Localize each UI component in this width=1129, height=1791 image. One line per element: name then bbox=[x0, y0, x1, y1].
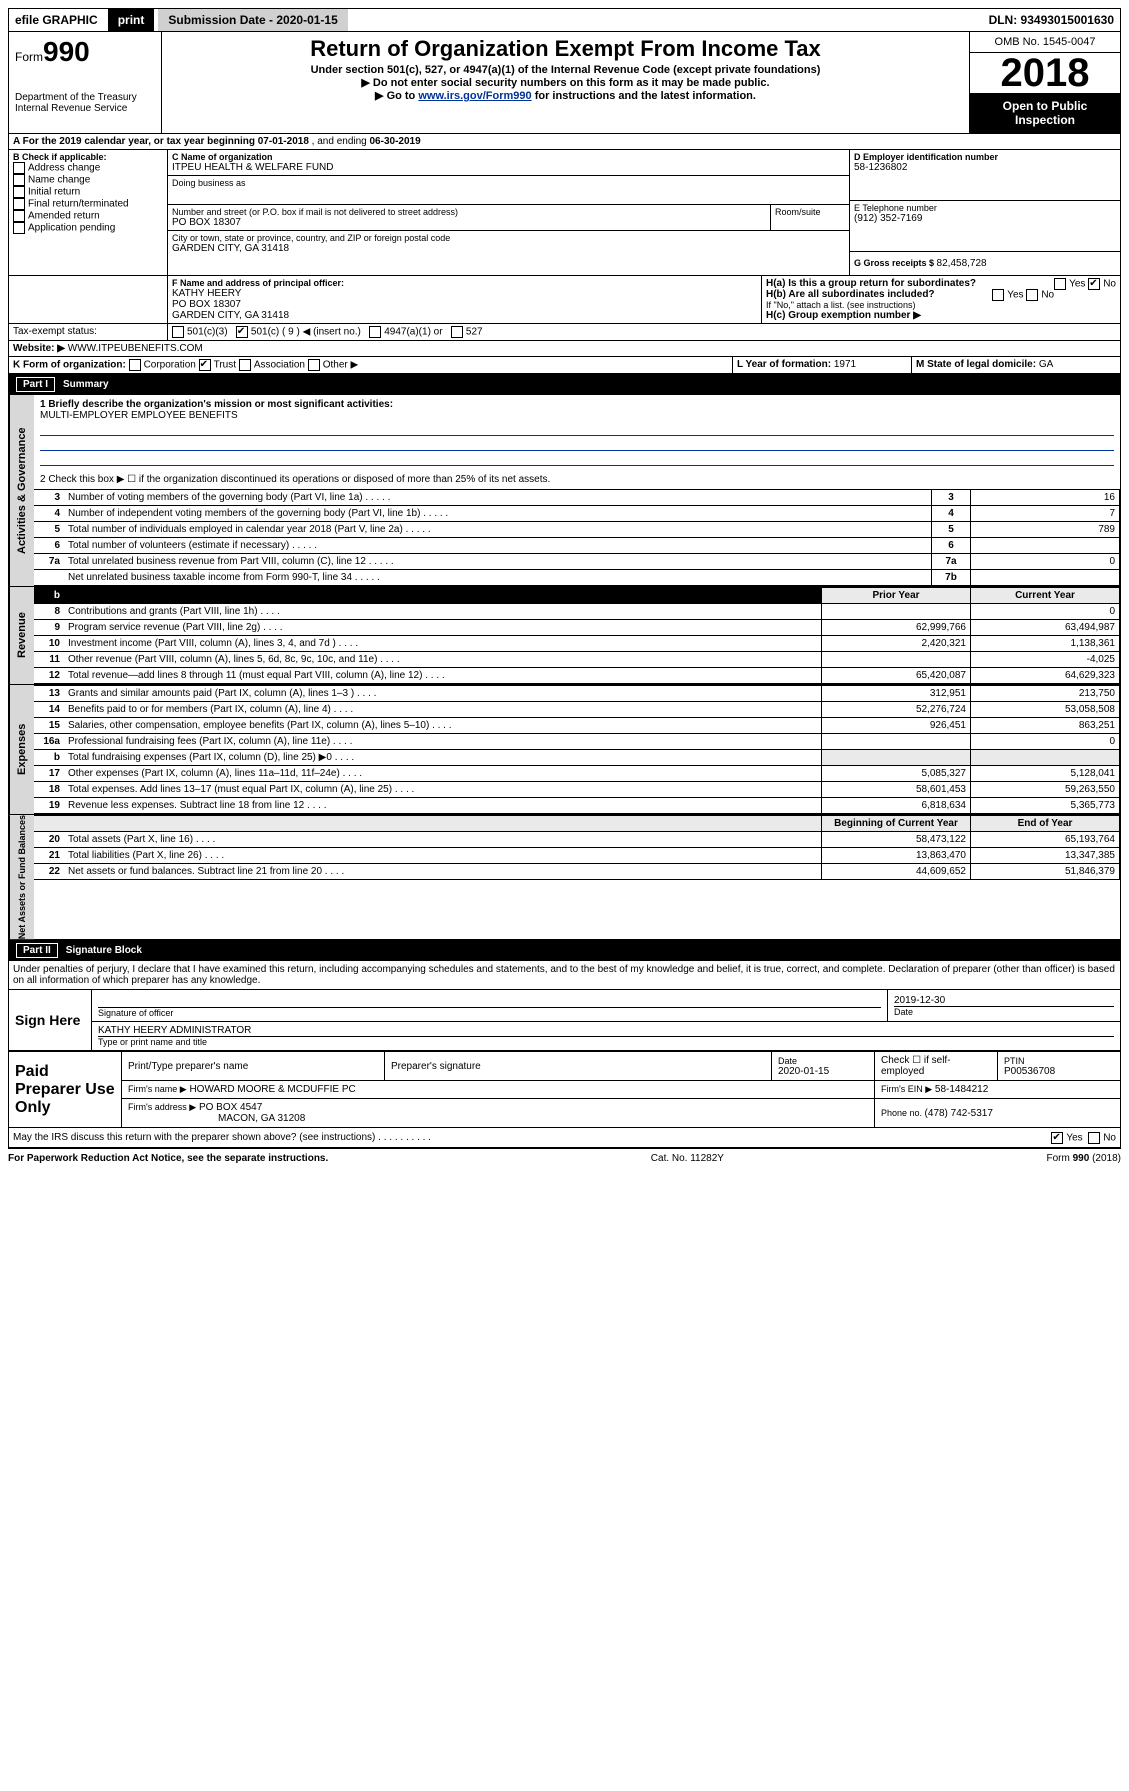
netassets-block: Net Assets or Fund Balances Beginning of… bbox=[8, 815, 1121, 940]
tax-exempt-row: Tax-exempt status: 501(c)(3) 501(c) ( 9 … bbox=[8, 324, 1121, 341]
website-link: WWW.ITPEUBENEFITS.COM bbox=[68, 343, 203, 354]
paid-preparer-label: Paid Preparer Use Only bbox=[9, 1052, 122, 1128]
omb-number: OMB No. 1545-0047 bbox=[970, 32, 1120, 53]
paid-preparer-table: Paid Preparer Use Only Print/Type prepar… bbox=[8, 1051, 1121, 1128]
org-name: ITPEU HEALTH & WELFARE FUND bbox=[172, 162, 845, 173]
efile-label: efile GRAPHIC bbox=[9, 9, 104, 31]
officer-group-row: F Name and address of principal officer:… bbox=[8, 276, 1121, 324]
dln-label: DLN: 93493015001630 bbox=[983, 9, 1120, 31]
box-h: H(a) Is this a group return for subordin… bbox=[762, 276, 1120, 323]
year-block: OMB No. 1545-0047 2018 Open to Public In… bbox=[969, 32, 1120, 133]
declaration-text: Under penalties of perjury, I declare th… bbox=[8, 961, 1121, 990]
dept-label: Department of the Treasury Internal Reve… bbox=[15, 92, 155, 114]
expenses-block: Expenses 13Grants and similar amounts pa… bbox=[8, 685, 1121, 815]
part-ii-header: Part II Signature Block bbox=[8, 940, 1121, 961]
vert-governance: Activities & Governance bbox=[9, 395, 34, 586]
org-address: PO BOX 18307 bbox=[172, 217, 766, 228]
website-row: Website: ▶ WWW.ITPEUBENEFITS.COM bbox=[8, 341, 1121, 357]
box-f: F Name and address of principal officer:… bbox=[168, 276, 762, 323]
vert-netassets: Net Assets or Fund Balances bbox=[9, 815, 34, 939]
gross-receipts: 82,458,728 bbox=[937, 258, 987, 269]
identity-block: B Check if applicable: Address change Na… bbox=[8, 150, 1121, 276]
open-public-badge: Open to Public Inspection bbox=[970, 93, 1120, 133]
governance-table: 3Number of voting members of the governi… bbox=[34, 489, 1120, 586]
part-i-header: Part I Summary bbox=[8, 374, 1121, 395]
submission-date-button[interactable]: Submission Date - 2020-01-15 bbox=[158, 9, 347, 31]
part-i-body: Activities & Governance 1 Briefly descri… bbox=[8, 395, 1121, 587]
subtitle-2: ▶ Do not enter social security numbers o… bbox=[168, 76, 963, 89]
expenses-table: 13Grants and similar amounts paid (Part … bbox=[34, 685, 1120, 814]
top-toolbar: efile GRAPHIC print Submission Date - 20… bbox=[8, 8, 1121, 32]
org-city: GARDEN CITY, GA 31418 bbox=[172, 243, 845, 254]
box-c: C Name of organization ITPEU HEALTH & WE… bbox=[168, 150, 850, 275]
sig-date: 2019-12-30 bbox=[894, 995, 1114, 1007]
form-title-block: Return of Organization Exempt From Incom… bbox=[162, 32, 969, 133]
box-deg: D Employer identification number 58-1236… bbox=[850, 150, 1120, 275]
officer-typed-name: KATHY HEERY ADMINISTRATOR bbox=[98, 1025, 1114, 1037]
form-header: Form990 Department of the Treasury Inter… bbox=[8, 32, 1121, 134]
discuss-row: May the IRS discuss this return with the… bbox=[8, 1128, 1121, 1148]
page-footer: For Paperwork Reduction Act Notice, see … bbox=[8, 1148, 1121, 1164]
klm-row: K Form of organization: Corporation Trus… bbox=[8, 357, 1121, 374]
phone-value: (912) 352-7169 bbox=[854, 213, 1116, 224]
instructions-link[interactable]: www.irs.gov/Form990 bbox=[418, 90, 531, 102]
print-button[interactable]: print bbox=[108, 9, 155, 31]
form-identifier: Form990 Department of the Treasury Inter… bbox=[9, 32, 162, 133]
mission-text: MULTI-EMPLOYER EMPLOYEE BENEFITS bbox=[40, 410, 1114, 421]
ein-value: 58-1236802 bbox=[854, 162, 1116, 173]
sign-here-label: Sign Here bbox=[9, 990, 92, 1051]
sign-here-table: Sign Here Signature of officer 2019-12-3… bbox=[8, 990, 1121, 1051]
vert-expenses: Expenses bbox=[9, 685, 34, 814]
vert-revenue: Revenue bbox=[9, 587, 34, 684]
tax-year: 2018 bbox=[970, 53, 1120, 93]
form-title: Return of Organization Exempt From Incom… bbox=[168, 36, 963, 62]
netassets-table: Beginning of Current Year End of Year 20… bbox=[34, 815, 1120, 880]
revenue-table: b Prior Year Current Year 8Contributions… bbox=[34, 587, 1120, 684]
revenue-block: Revenue b Prior Year Current Year 8Contr… bbox=[8, 587, 1121, 685]
subtitle-1: Under section 501(c), 527, or 4947(a)(1)… bbox=[168, 64, 963, 76]
period-row: A For the 2019 calendar year, or tax yea… bbox=[8, 134, 1121, 150]
box-b: B Check if applicable: Address change Na… bbox=[9, 150, 168, 275]
